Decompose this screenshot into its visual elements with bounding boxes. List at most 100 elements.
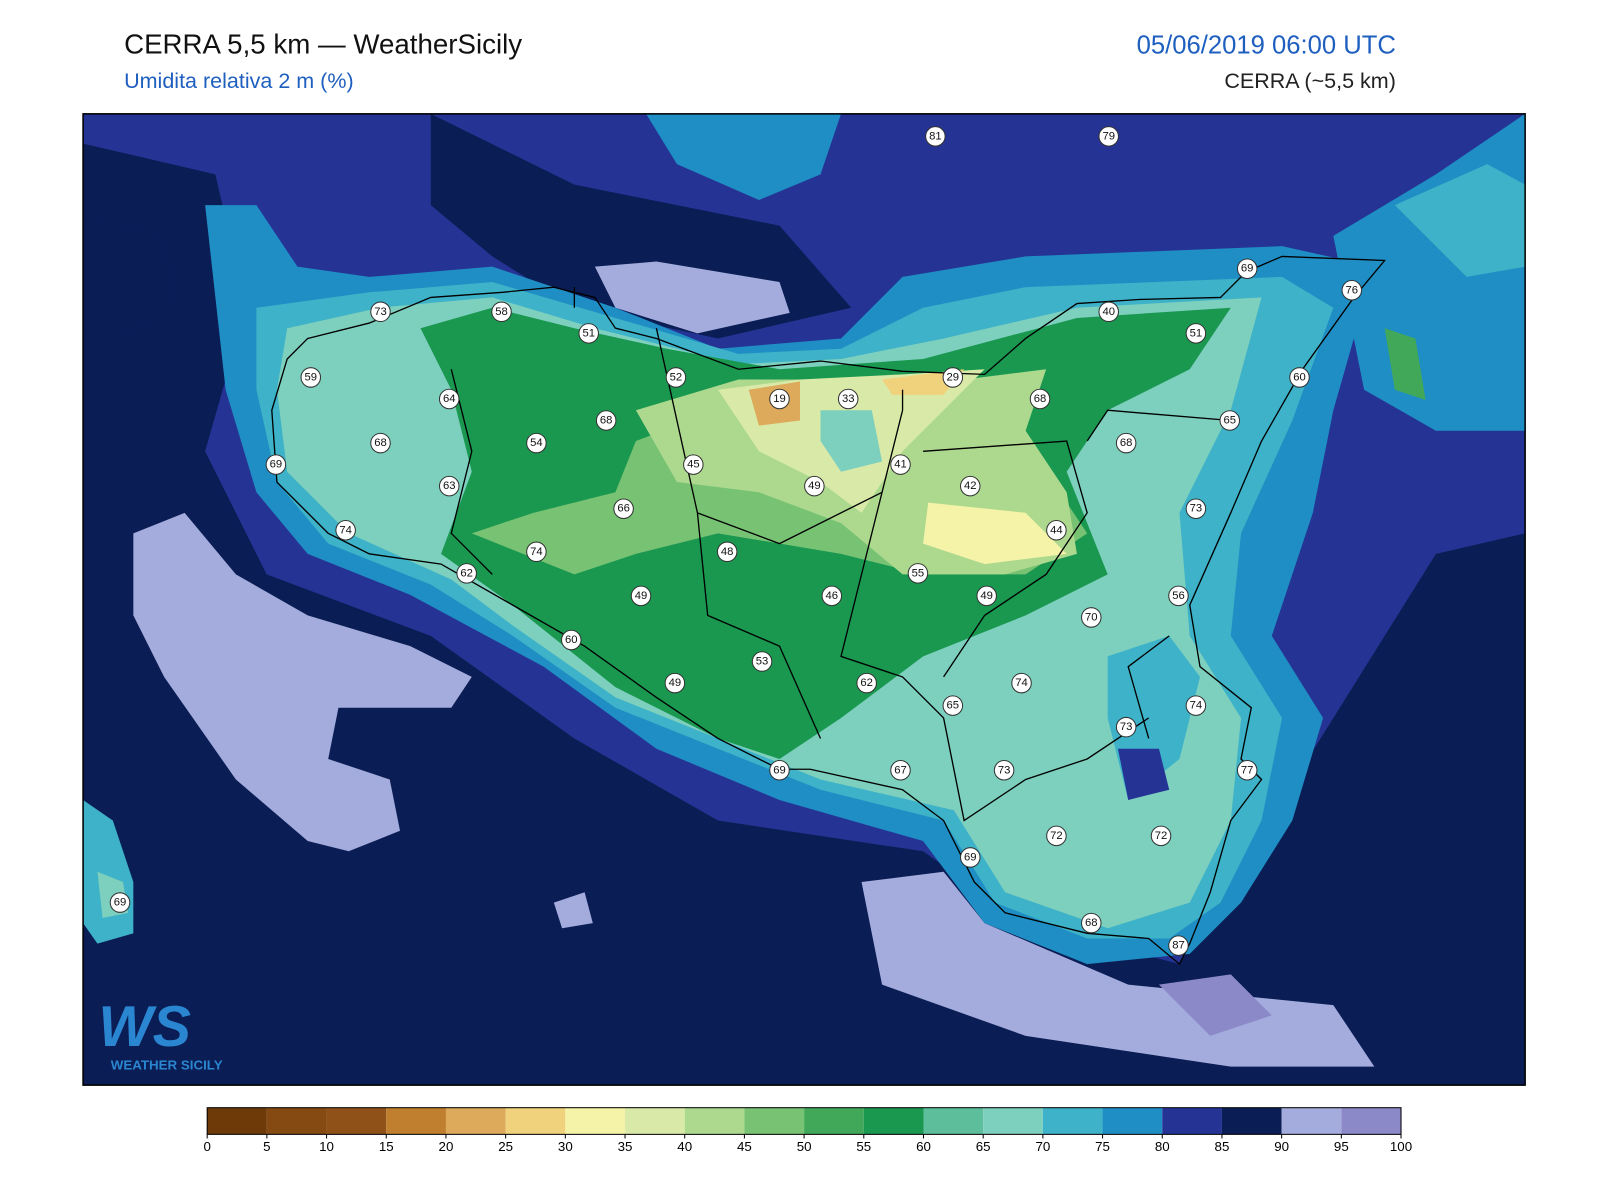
- station-marker: [804, 475, 825, 497]
- station: 62: [856, 672, 877, 694]
- station-marker: [613, 498, 634, 519]
- station-value: 65: [1223, 415, 1236, 427]
- station-value: 74: [530, 546, 543, 558]
- colorbar-tick-label: 50: [797, 1139, 812, 1154]
- station-value: 76: [1346, 284, 1359, 296]
- station-value: 52: [670, 371, 683, 383]
- logo-mark: WS: [98, 995, 190, 1059]
- station-value: 62: [860, 677, 873, 689]
- station-marker: [595, 410, 617, 431]
- station-marker: [1098, 301, 1119, 323]
- colorbar-bin: [804, 1107, 864, 1135]
- colorbar-tick-label: 65: [976, 1139, 991, 1154]
- station-marker: [907, 563, 929, 584]
- map-frame: [82, 113, 1526, 1086]
- station-value: 59: [305, 371, 318, 383]
- station-marker: [370, 432, 391, 454]
- station-marker: [578, 323, 599, 344]
- station-value: 55: [912, 567, 925, 579]
- station: 46: [821, 585, 843, 607]
- station-marker: [1236, 258, 1258, 279]
- colorbar: 0 5 10 15 20 25 30 35 40 45 50 55 60 65 70 75 80 85 90 95 10…: [203, 1107, 1412, 1154]
- station-value: 81: [929, 130, 942, 142]
- colorbar-tick-label: 55: [856, 1139, 871, 1154]
- station: 63: [438, 475, 460, 497]
- colorbar-bin: [1102, 1107, 1163, 1135]
- station-marker: [1236, 759, 1258, 781]
- station-marker: [856, 672, 877, 694]
- station-marker: [1168, 935, 1189, 956]
- station: 69: [109, 892, 131, 913]
- station-marker: [683, 454, 704, 475]
- colorbar-tick-label: 60: [916, 1139, 931, 1154]
- station-marker: [265, 454, 287, 475]
- station-labels: 81 79 73 58 51 69 76 40 51 59 64 52 19 33 29 68 60 68 65 68…: [109, 126, 1363, 956]
- station-marker: [630, 585, 652, 607]
- station-value: 51: [1190, 327, 1203, 339]
- station-marker: [561, 629, 582, 651]
- station-value: 19: [773, 393, 786, 405]
- station-marker: [769, 759, 790, 781]
- station-value: 74: [339, 524, 352, 536]
- station-value: 60: [1293, 371, 1306, 383]
- station: 52: [665, 367, 687, 388]
- station-marker: [1115, 716, 1137, 738]
- station-value: 56: [1172, 590, 1185, 602]
- colorbar-bin: [1042, 1107, 1103, 1135]
- station-value: 74: [1190, 700, 1203, 712]
- colorbar-tick-label: 30: [558, 1139, 573, 1154]
- station-value: 62: [460, 567, 473, 579]
- colorbar-tick-label: 80: [1155, 1139, 1170, 1154]
- station-marker: [335, 519, 356, 541]
- station: 67: [890, 759, 911, 781]
- station: 51: [1185, 323, 1207, 344]
- station: 64: [438, 388, 460, 410]
- station-marker: [1150, 825, 1172, 847]
- station: 76: [1341, 279, 1363, 301]
- station-value: 51: [582, 327, 595, 339]
- station: 49: [664, 672, 686, 694]
- station-marker: [1081, 912, 1102, 934]
- station: 53: [751, 651, 773, 672]
- colorbar-bin: [744, 1107, 805, 1135]
- station-marker: [976, 585, 997, 607]
- station-marker: [993, 759, 1015, 781]
- station-marker: [109, 892, 131, 913]
- station-value: 42: [964, 480, 977, 492]
- station-value: 45: [687, 459, 700, 471]
- colorbar-tick-label: 70: [1035, 1139, 1050, 1154]
- station-value: 79: [1102, 130, 1115, 142]
- station: 42: [959, 475, 981, 497]
- station-marker: [1185, 695, 1207, 716]
- station-value: 69: [114, 897, 127, 909]
- station-marker: [300, 367, 322, 388]
- station: 72: [1046, 825, 1067, 847]
- station-marker: [959, 847, 981, 868]
- station: 81: [925, 126, 946, 147]
- station-value: 72: [1155, 830, 1168, 842]
- station: 73: [993, 759, 1015, 781]
- station-marker: [1046, 519, 1067, 541]
- station: 29: [942, 367, 964, 388]
- station: 65: [942, 695, 964, 716]
- station: 33: [837, 388, 859, 410]
- station-value: 72: [1050, 830, 1063, 842]
- station: 69: [265, 454, 287, 475]
- colorbar-bin: [266, 1107, 327, 1135]
- station-value: 73: [998, 764, 1011, 776]
- station: 79: [1098, 126, 1119, 147]
- station-value: 49: [669, 677, 682, 689]
- station-marker: [1185, 323, 1207, 344]
- colorbar-bin: [1341, 1107, 1402, 1135]
- station-marker: [1029, 388, 1051, 410]
- station: 41: [890, 454, 911, 475]
- station: 77: [1236, 759, 1258, 781]
- station: 58: [491, 301, 512, 323]
- colorbar-bin: [386, 1107, 446, 1135]
- colorbar-bin: [207, 1107, 267, 1135]
- colorbar-tick-label: 95: [1334, 1139, 1349, 1154]
- station-marker: [1341, 279, 1363, 301]
- colorbar-tick-label: 25: [498, 1139, 513, 1154]
- station: 55: [907, 563, 929, 584]
